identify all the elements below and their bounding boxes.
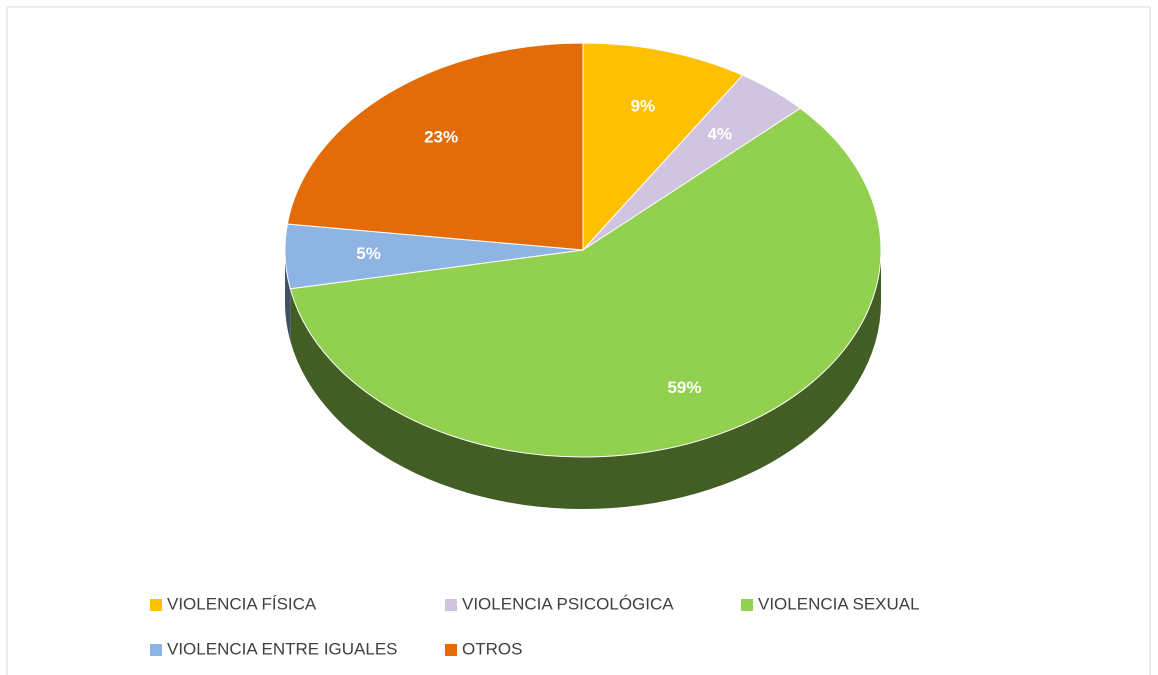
pie-slice [286,42,584,251]
pie-slice [289,107,882,458]
legend-swatch [150,599,162,611]
data-label: 4% [707,125,732,144]
legend-label: VIOLENCIA ENTRE IGUALES [167,639,398,658]
pie-side [290,250,881,509]
data-label: 9% [631,96,656,115]
legend-label: VIOLENCIA PSICOLÓGICA [462,594,674,613]
legend-swatch [741,599,753,611]
legend-label: VIOLENCIA SEXUAL [758,594,920,613]
data-label: 23% [424,128,458,147]
legend-swatch [445,599,457,611]
legend-swatch [150,644,162,656]
data-label: 59% [667,378,701,397]
legend-swatch [445,644,457,656]
legend-label: OTROS [462,639,522,658]
pie-slice [582,42,744,252]
legend-label: VIOLENCIA FÍSICA [167,594,317,613]
data-label: 5% [356,244,381,263]
